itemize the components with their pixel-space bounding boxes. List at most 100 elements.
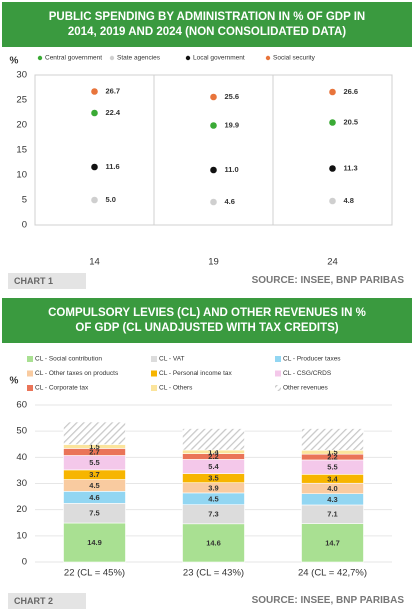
chart-footer: CHART 2 SOURCE: INSEE, BNP PARIBAS bbox=[0, 590, 414, 612]
y-tick-label: 40 bbox=[16, 452, 27, 463]
data-label: 7.3 bbox=[208, 510, 218, 519]
y-tick-label: 10 bbox=[16, 530, 27, 541]
legend-label: CL - Others bbox=[159, 385, 193, 392]
data-label: 11.0 bbox=[225, 165, 239, 174]
dot bbox=[329, 88, 336, 96]
legend-marker bbox=[275, 385, 281, 391]
data-label: 11.6 bbox=[106, 162, 120, 171]
dot bbox=[210, 166, 217, 174]
data-label: 14.6 bbox=[206, 538, 221, 547]
data-label: 7.5 bbox=[89, 509, 99, 518]
legend-label: State agencies bbox=[117, 55, 161, 62]
bar-segment bbox=[301, 523, 364, 563]
y-tick-label: 15 bbox=[16, 145, 27, 156]
dot bbox=[91, 88, 98, 95]
chart-label: CHART 1 bbox=[8, 273, 86, 289]
x-tick-label: 19 bbox=[208, 257, 219, 268]
data-label: 26.6 bbox=[344, 87, 359, 96]
legend-marker bbox=[109, 55, 115, 61]
chart-label: CHART 2 bbox=[8, 593, 86, 609]
dot bbox=[329, 197, 336, 205]
chart-title: PUBLIC SPENDING BY ADMINISTRATION IN % O… bbox=[2, 2, 412, 47]
legend-marker bbox=[27, 370, 33, 377]
legend-label: Local government bbox=[193, 55, 245, 62]
bar-segment bbox=[182, 428, 245, 451]
y-tick-label: 0 bbox=[22, 220, 27, 231]
legend-marker bbox=[185, 55, 191, 61]
data-label: 1.5 bbox=[89, 442, 99, 451]
y-tick-label: 10 bbox=[16, 170, 27, 181]
data-label: 2.2 bbox=[327, 453, 337, 462]
legend-label: CL - CSG/CRDS bbox=[283, 370, 332, 377]
legend-label: CL - Producer taxes bbox=[283, 356, 341, 363]
x-tick-label: 24 bbox=[327, 257, 338, 268]
plot-frame bbox=[34, 74, 393, 226]
data-label: 5.0 bbox=[106, 195, 116, 204]
legend-marker bbox=[275, 370, 281, 377]
y-tick-label: 50 bbox=[16, 426, 27, 437]
data-label: 26.7 bbox=[106, 86, 121, 95]
data-label: 4.6 bbox=[89, 493, 99, 502]
legend-label: CL - Social contribution bbox=[35, 356, 102, 363]
legend-label: CL - Corporate tax bbox=[35, 385, 89, 392]
chart: CL - Social contribution CL - VAT CL - Pro… bbox=[10, 356, 392, 579]
dot bbox=[210, 122, 217, 129]
data-label: 5.4 bbox=[208, 462, 219, 471]
data-label: 14.9 bbox=[87, 538, 102, 547]
data-label: 11.3 bbox=[344, 163, 358, 172]
y-tick-label: 20 bbox=[16, 504, 27, 515]
dot bbox=[91, 163, 98, 171]
chart-panel: PUBLIC SPENDING BY ADMINISTRATION IN % O… bbox=[0, 2, 414, 292]
data-label: 5.5 bbox=[327, 463, 337, 472]
data-label: 14.7 bbox=[325, 538, 340, 547]
data-label: 1.4 bbox=[208, 447, 219, 456]
legend-label: CL - Other taxes on products bbox=[35, 370, 119, 377]
y-tick-label: 0 bbox=[22, 557, 27, 568]
data-label: 2.7 bbox=[89, 447, 99, 456]
chart-footer: CHART 1 SOURCE: INSEE, BNP PARIBAS bbox=[0, 270, 414, 292]
data-label: 4.8 bbox=[344, 196, 354, 205]
data-label: 19.9 bbox=[225, 120, 240, 129]
source: SOURCE: INSEE, BNP PARIBAS bbox=[251, 275, 404, 286]
y-tick-label: 30 bbox=[16, 70, 27, 81]
legend-marker bbox=[151, 356, 157, 362]
dot bbox=[210, 198, 217, 206]
legend-marker bbox=[265, 55, 271, 61]
chart-title: COMPULSORY LEVIES (CL) AND OTHER REVENUE… bbox=[2, 298, 412, 343]
chart-panel: COMPULSORY LEVIES (CL) AND OTHER REVENUE… bbox=[0, 298, 414, 612]
x-tick-label: 14 bbox=[89, 257, 100, 268]
data-label: 4.0 bbox=[327, 484, 337, 493]
bar-segment bbox=[63, 522, 126, 563]
dot bbox=[329, 119, 336, 126]
dot bbox=[91, 109, 98, 117]
data-label: 22.4 bbox=[106, 108, 121, 117]
y-tick-label: 30 bbox=[16, 478, 27, 489]
x-tick-label: 23 (CL = 43%) bbox=[183, 568, 244, 579]
legend-marker bbox=[27, 356, 33, 362]
legend-marker bbox=[37, 55, 43, 61]
data-label: 20.5 bbox=[344, 117, 359, 126]
dot bbox=[329, 165, 336, 172]
data-label: 5.5 bbox=[89, 458, 99, 467]
data-label: 4.6 bbox=[225, 197, 235, 206]
data-label: 3.9 bbox=[208, 483, 218, 492]
legend-label: CL - Personal income tax bbox=[159, 370, 232, 377]
legend-marker bbox=[151, 385, 157, 391]
chart: Central government State agencies Local go… bbox=[10, 55, 393, 268]
dot bbox=[91, 196, 98, 204]
data-label: 1.5 bbox=[327, 448, 337, 457]
legend-marker bbox=[275, 356, 281, 362]
legend-marker bbox=[27, 385, 33, 391]
legend-marker bbox=[151, 370, 157, 377]
y-tick-label: 25 bbox=[16, 95, 27, 106]
y-tick-label: 5 bbox=[22, 195, 27, 206]
data-label: 3.7 bbox=[89, 470, 99, 479]
legend-label: Central government bbox=[45, 55, 102, 62]
data-label: 4.3 bbox=[327, 495, 337, 504]
bar-segment bbox=[63, 421, 126, 445]
legend-label: CL - VAT bbox=[159, 356, 185, 363]
data-label: 2.2 bbox=[208, 452, 218, 461]
dot bbox=[210, 93, 217, 101]
legend-label: Other revenues bbox=[283, 385, 329, 392]
